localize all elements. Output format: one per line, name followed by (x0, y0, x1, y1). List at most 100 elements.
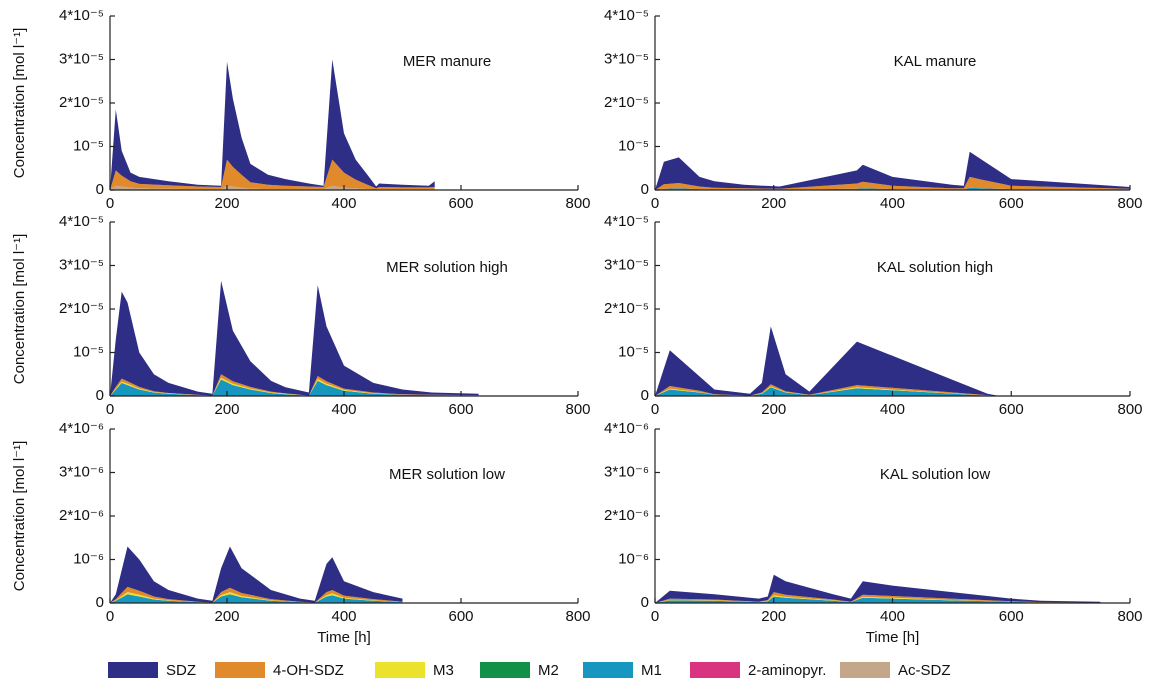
y-tick-label: 4*10⁻⁵ (604, 213, 649, 230)
panel-title: MER solution high (386, 259, 508, 276)
y-tick-label: 0 (641, 387, 649, 404)
x-tick-label: 0 (651, 608, 659, 625)
y-tick-label: 3*10⁻⁶ (59, 463, 104, 480)
x-tick-label: 600 (999, 195, 1024, 212)
x-tick-label: 600 (999, 608, 1024, 625)
y-tick-label: 3*10⁻⁵ (604, 50, 649, 67)
x-axis-label: Time [h] (317, 629, 371, 646)
y-tick-label: 4*10⁻⁵ (59, 7, 104, 24)
y-axis-label: Concentration [mol l⁻¹] (11, 234, 28, 384)
y-tick-label: 2*10⁻⁶ (604, 507, 649, 524)
area (110, 592, 403, 603)
y-tick-label: 10⁻⁶ (618, 550, 649, 567)
x-tick-label: 400 (331, 608, 356, 625)
legend-label: M3 (433, 662, 454, 679)
panel-title: MER solution low (389, 466, 505, 483)
x-tick-label: 200 (761, 195, 786, 212)
x-tick-label: 0 (106, 608, 114, 625)
x-tick-label: 600 (448, 608, 473, 625)
x-tick-label: 400 (331, 195, 356, 212)
legend-label: M1 (641, 662, 662, 679)
y-tick-label: 3*10⁻⁵ (59, 256, 104, 273)
y-tick-label: 4*10⁻⁵ (59, 213, 104, 230)
x-tick-label: 800 (1117, 401, 1142, 418)
y-tick-label: 0 (96, 594, 104, 611)
y-tick-label: 0 (641, 181, 649, 198)
y-tick-label: 10⁻⁵ (618, 137, 649, 154)
y-tick-label: 0 (96, 387, 104, 404)
x-tick-label: 800 (1117, 195, 1142, 212)
legend-label: M2 (538, 662, 559, 679)
y-tick-label: 3*10⁻⁵ (604, 256, 649, 273)
x-tick-label: 800 (565, 195, 590, 212)
panel-title: MER manure (403, 53, 491, 70)
x-tick-label: 400 (331, 401, 356, 418)
area (110, 546, 403, 603)
legend-swatch (375, 662, 425, 678)
legend-swatch (215, 662, 265, 678)
legend-label: SDZ (166, 662, 196, 679)
y-tick-label: 3*10⁻⁶ (604, 463, 649, 480)
legend-swatch (690, 662, 740, 678)
area (655, 151, 1130, 190)
x-tick-label: 600 (448, 195, 473, 212)
x-tick-label: 200 (214, 608, 239, 625)
legend-swatch (480, 662, 530, 678)
x-tick-label: 0 (106, 401, 114, 418)
x-tick-label: 200 (214, 401, 239, 418)
x-tick-label: 600 (448, 401, 473, 418)
legend-swatch (583, 662, 633, 678)
area (655, 326, 1000, 396)
area (110, 185, 435, 190)
area (655, 574, 1101, 603)
x-tick-label: 400 (880, 401, 905, 418)
x-tick-label: 400 (880, 608, 905, 625)
y-tick-label: 4*10⁻⁵ (604, 7, 649, 24)
x-tick-label: 400 (880, 195, 905, 212)
area (655, 596, 1101, 603)
y-axis-label: Concentration [mol l⁻¹] (11, 28, 28, 178)
legend-label: Ac-SDZ (898, 662, 951, 679)
x-axis-label: Time [h] (866, 629, 920, 646)
y-tick-label: 4*10⁻⁶ (59, 420, 104, 437)
y-tick-label: 2*10⁻⁵ (604, 94, 649, 111)
area (110, 280, 479, 396)
legend-swatch (840, 662, 890, 678)
x-tick-label: 800 (565, 608, 590, 625)
y-tick-label: 10⁻⁵ (618, 343, 649, 360)
y-tick-label: 2*10⁻⁵ (59, 300, 104, 317)
area (655, 387, 1000, 396)
legend-label: 4-OH-SDZ (273, 662, 344, 679)
x-tick-label: 200 (761, 401, 786, 418)
y-tick-label: 2*10⁻⁵ (604, 300, 649, 317)
y-tick-label: 3*10⁻⁵ (59, 50, 104, 67)
panel-title: KAL solution high (877, 259, 993, 276)
y-tick-label: 0 (641, 594, 649, 611)
area (110, 594, 403, 603)
y-tick-label: 0 (96, 181, 104, 198)
area (110, 379, 479, 396)
y-tick-label: 10⁻⁵ (73, 343, 104, 360)
y-tick-label: 10⁻⁵ (73, 137, 104, 154)
x-tick-label: 800 (565, 401, 590, 418)
x-tick-label: 200 (761, 608, 786, 625)
area (655, 595, 1101, 603)
x-tick-label: 0 (651, 195, 659, 212)
area (110, 59, 435, 190)
y-tick-label: 10⁻⁶ (73, 550, 104, 567)
x-tick-label: 800 (1117, 608, 1142, 625)
legend-swatch (108, 662, 158, 678)
y-axis-label: Concentration [mol l⁻¹] (11, 441, 28, 591)
legend-label: 2-aminopyr. (748, 662, 826, 679)
x-tick-label: 200 (214, 195, 239, 212)
y-tick-label: 2*10⁻⁵ (59, 94, 104, 111)
x-tick-label: 0 (651, 401, 659, 418)
panel-title: KAL manure (894, 53, 977, 70)
area (110, 159, 435, 190)
x-tick-label: 0 (106, 195, 114, 212)
y-tick-label: 4*10⁻⁶ (604, 420, 649, 437)
x-tick-label: 600 (999, 401, 1024, 418)
panel-title: KAL solution low (880, 466, 991, 483)
y-tick-label: 2*10⁻⁶ (59, 507, 104, 524)
